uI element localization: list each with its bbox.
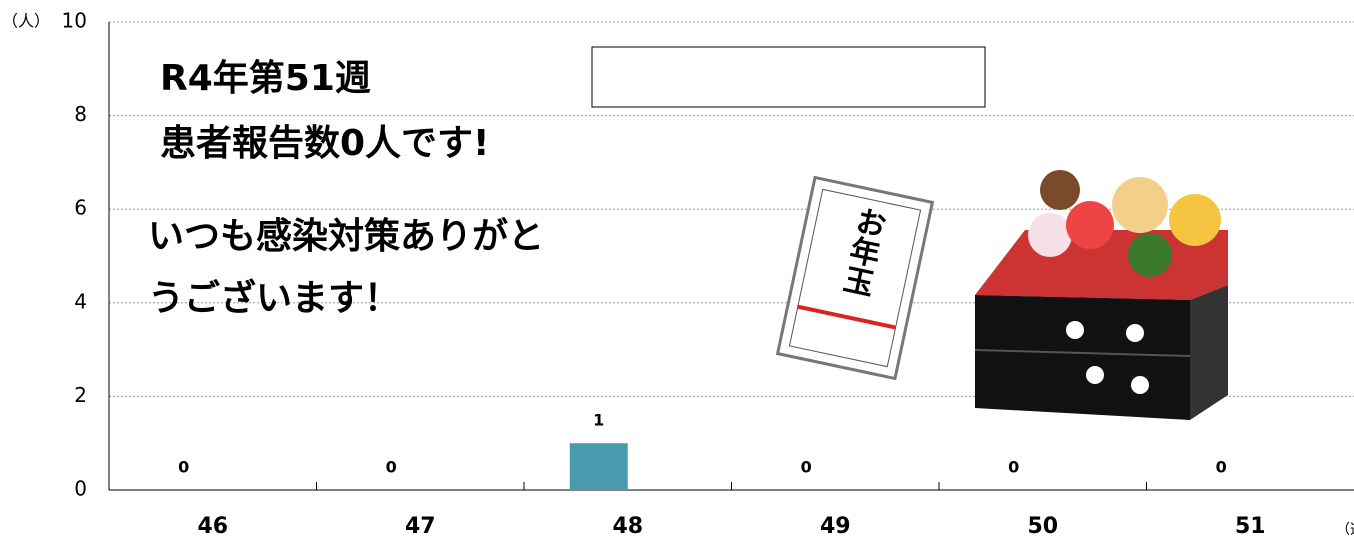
data-label: 0 xyxy=(801,458,812,477)
envelope-inner xyxy=(788,188,922,368)
envelope-illustration: お年玉 xyxy=(775,175,935,381)
x-tick-label: 51 xyxy=(1235,514,1266,539)
data-label: 1 xyxy=(593,411,604,430)
box-front xyxy=(975,295,1190,420)
x-axis-label: （週） xyxy=(1336,522,1354,538)
data-label: 0 xyxy=(1008,458,1019,477)
annotation: うございます！ xyxy=(148,277,400,319)
data-label: 0 xyxy=(1216,458,1227,477)
box-side xyxy=(1190,285,1228,420)
y-tick-label: 2 xyxy=(74,383,87,407)
x-tick-label: 46 xyxy=(197,514,228,539)
x-tick-label: 47 xyxy=(405,514,436,539)
annotation: R4年第51週 xyxy=(160,58,371,99)
y-tick-label: 8 xyxy=(74,102,87,126)
ribbon xyxy=(797,304,897,330)
data-label: 0 xyxy=(178,458,189,477)
data-label: 0 xyxy=(386,458,397,477)
legend-box xyxy=(591,46,986,108)
y-tick-label: 6 xyxy=(74,196,87,220)
x-tick-label: 50 xyxy=(1027,514,1058,539)
x-tick-label: 48 xyxy=(612,514,643,539)
bar xyxy=(569,443,628,490)
annotation: 患者報告数0人です! xyxy=(160,123,489,164)
y-axis-label: （人） xyxy=(2,12,50,31)
x-tick-label: 49 xyxy=(820,514,851,539)
y-tick-label: 0 xyxy=(74,477,87,501)
osechi-illustration xyxy=(974,170,1228,420)
y-tick-label: 4 xyxy=(74,289,87,313)
y-tick-label: 10 xyxy=(62,9,87,33)
annotation: いつも感染対策ありがと xyxy=(148,216,544,257)
